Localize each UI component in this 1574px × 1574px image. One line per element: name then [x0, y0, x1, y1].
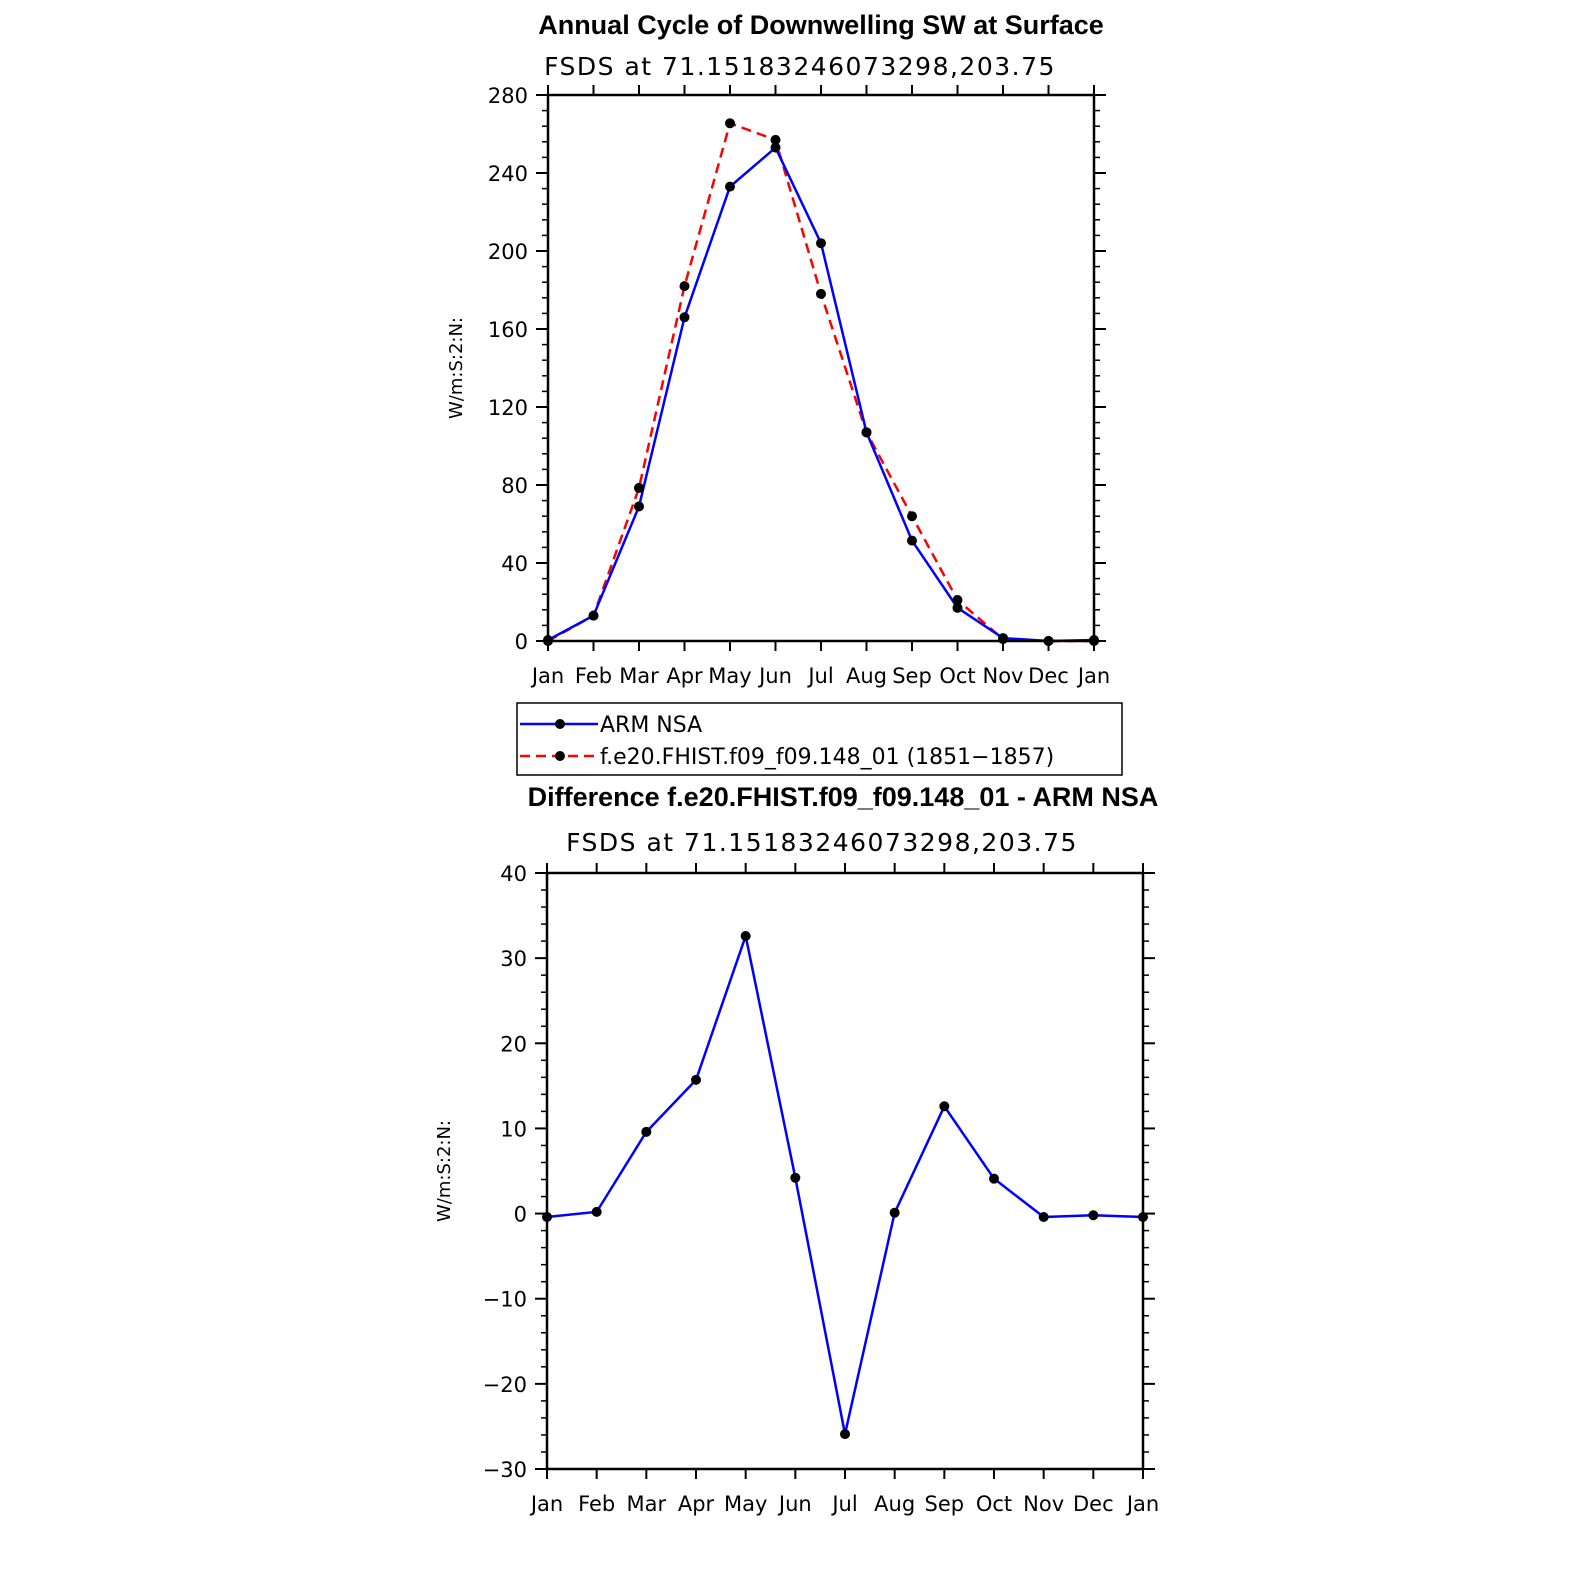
axis-ticks [536, 85, 1106, 651]
y-tick-label: 120 [488, 396, 528, 420]
x-tick-label: Oct [939, 664, 975, 688]
x-tick-label: May [724, 1492, 767, 1516]
y-tick-label: 160 [488, 318, 528, 342]
plot-frame [546, 93, 1096, 643]
data-point [740, 931, 751, 942]
x-tick-label: Jan [530, 664, 564, 688]
legend-label-arm: ARM NSA [600, 713, 702, 738]
x-tick-label: Feb [578, 1492, 615, 1516]
data-point [770, 134, 781, 145]
x-tick-label: Dec [1073, 1492, 1114, 1516]
y-tick-label: 80 [501, 474, 528, 498]
chart-title: Annual Cycle of Downwelling SW at Surfac… [538, 10, 1104, 40]
data-point [641, 1126, 652, 1137]
y-tick-label: −10 [483, 1288, 527, 1312]
y-tick-labels: 0 40 80 120 160 200 240 280 [488, 84, 528, 654]
y-tick-label: 200 [488, 240, 528, 264]
data-point [770, 142, 781, 153]
data-point [816, 238, 826, 249]
x-tick-label: Jul [830, 1492, 857, 1516]
chart-annual-cycle: Annual Cycle of Downwelling SW at Surfac… [446, 10, 1110, 688]
x-tick-label: Apr [666, 664, 703, 688]
y-tick-label: 30 [500, 947, 527, 971]
series-line [547, 145, 1095, 643]
legend-marker-model [555, 751, 565, 761]
x-tick-labels: Jan Feb Mar Apr May Jun Jul Aug Sep Oct Nov Dec Jan [530, 664, 1110, 688]
legend: ARM NSA f.e20.FHIST.f09_f09.148_01 (1851… [516, 702, 1123, 776]
data-point [634, 482, 644, 493]
legend-marker-arm [555, 719, 565, 729]
x-tick-label: Mar [619, 664, 659, 688]
x-tick-label: Aug [874, 1492, 915, 1516]
y-tick-label: −20 [483, 1373, 527, 1397]
data-point [998, 634, 1008, 645]
data-point [952, 602, 963, 613]
legend-label-model: f.e20.FHIST.f09_f09.148_01 (1851−1857) [600, 745, 1054, 770]
data-point [840, 1429, 850, 1440]
data-point [588, 610, 599, 621]
data-point [889, 1207, 900, 1218]
chart-title: Difference f.e20.FHIST.f09_f09.148_01 - … [528, 782, 1159, 812]
plot-frame [545, 871, 1145, 1471]
x-tick-labels: Jan Feb Mar Apr May Jun Jul Aug Sep Oct Nov Dec Jan [529, 1492, 1159, 1516]
y-tick-label: 20 [500, 1032, 527, 1056]
series-group [543, 118, 1099, 646]
y-tick-label: 280 [488, 84, 528, 108]
y-tick-label: 40 [500, 862, 527, 886]
x-tick-label: Nov [1023, 1492, 1064, 1516]
data-point [907, 535, 917, 546]
y-tick-label: 10 [500, 1117, 527, 1141]
chart-difference: Difference f.e20.FHIST.f09_f09.148_01 - … [434, 782, 1159, 1516]
x-tick-label: Jul [806, 664, 833, 688]
x-tick-label: Jun [757, 664, 792, 688]
data-point [907, 511, 917, 522]
x-tick-label: Feb [575, 664, 612, 688]
series-line [546, 931, 1144, 1435]
data-point [989, 1173, 999, 1184]
x-tick-label: Jan [1076, 664, 1110, 688]
data-point [952, 595, 963, 606]
x-tick-label: Apr [678, 1492, 715, 1516]
y-axis-label: W/m:S:2:N: [446, 317, 467, 419]
y-tick-label: −30 [483, 1458, 527, 1482]
y-tick-label: 240 [488, 162, 528, 186]
chart-subtitle: FSDS at 71.15183246073298,203.75 [544, 52, 1056, 81]
y-axis-label: W/m:S:2:N: [434, 1120, 455, 1222]
legend-box [516, 702, 1123, 776]
x-tick-label: Sep [925, 1492, 965, 1516]
data-point [861, 427, 872, 438]
x-tick-label: Aug [846, 664, 887, 688]
data-point [725, 181, 735, 192]
y-tick-label: 0 [514, 1203, 527, 1227]
x-tick-label: Mar [627, 1492, 667, 1516]
y-tick-label: 40 [501, 552, 528, 576]
data-point [1088, 1210, 1099, 1221]
data-point [725, 118, 735, 129]
x-tick-label: Dec [1028, 664, 1069, 688]
data-point [679, 281, 690, 292]
x-tick-label: Nov [983, 664, 1024, 688]
data-point [691, 1074, 701, 1085]
x-tick-label: Jun [777, 1492, 812, 1516]
data-point [816, 288, 826, 299]
x-tick-label: Jan [1125, 1492, 1159, 1516]
chart-subtitle: FSDS at 71.15183246073298,203.75 [566, 828, 1078, 857]
x-tick-label: Oct [976, 1492, 1012, 1516]
data-point [634, 501, 644, 512]
data-point [679, 312, 690, 323]
axis-ticks [535, 863, 1155, 1479]
data-point [939, 1101, 950, 1112]
data-point [1038, 1211, 1049, 1222]
series-line [547, 121, 1094, 643]
y-tick-labels: −30 −20 −10 0 10 20 30 40 [483, 862, 527, 1482]
series-group [542, 931, 1148, 1440]
x-tick-label: May [708, 664, 751, 688]
y-tick-label: 0 [515, 630, 528, 654]
data-point [591, 1206, 602, 1217]
x-tick-label: Sep [892, 664, 932, 688]
data-point [790, 1172, 801, 1183]
x-tick-label: Jan [529, 1492, 563, 1516]
